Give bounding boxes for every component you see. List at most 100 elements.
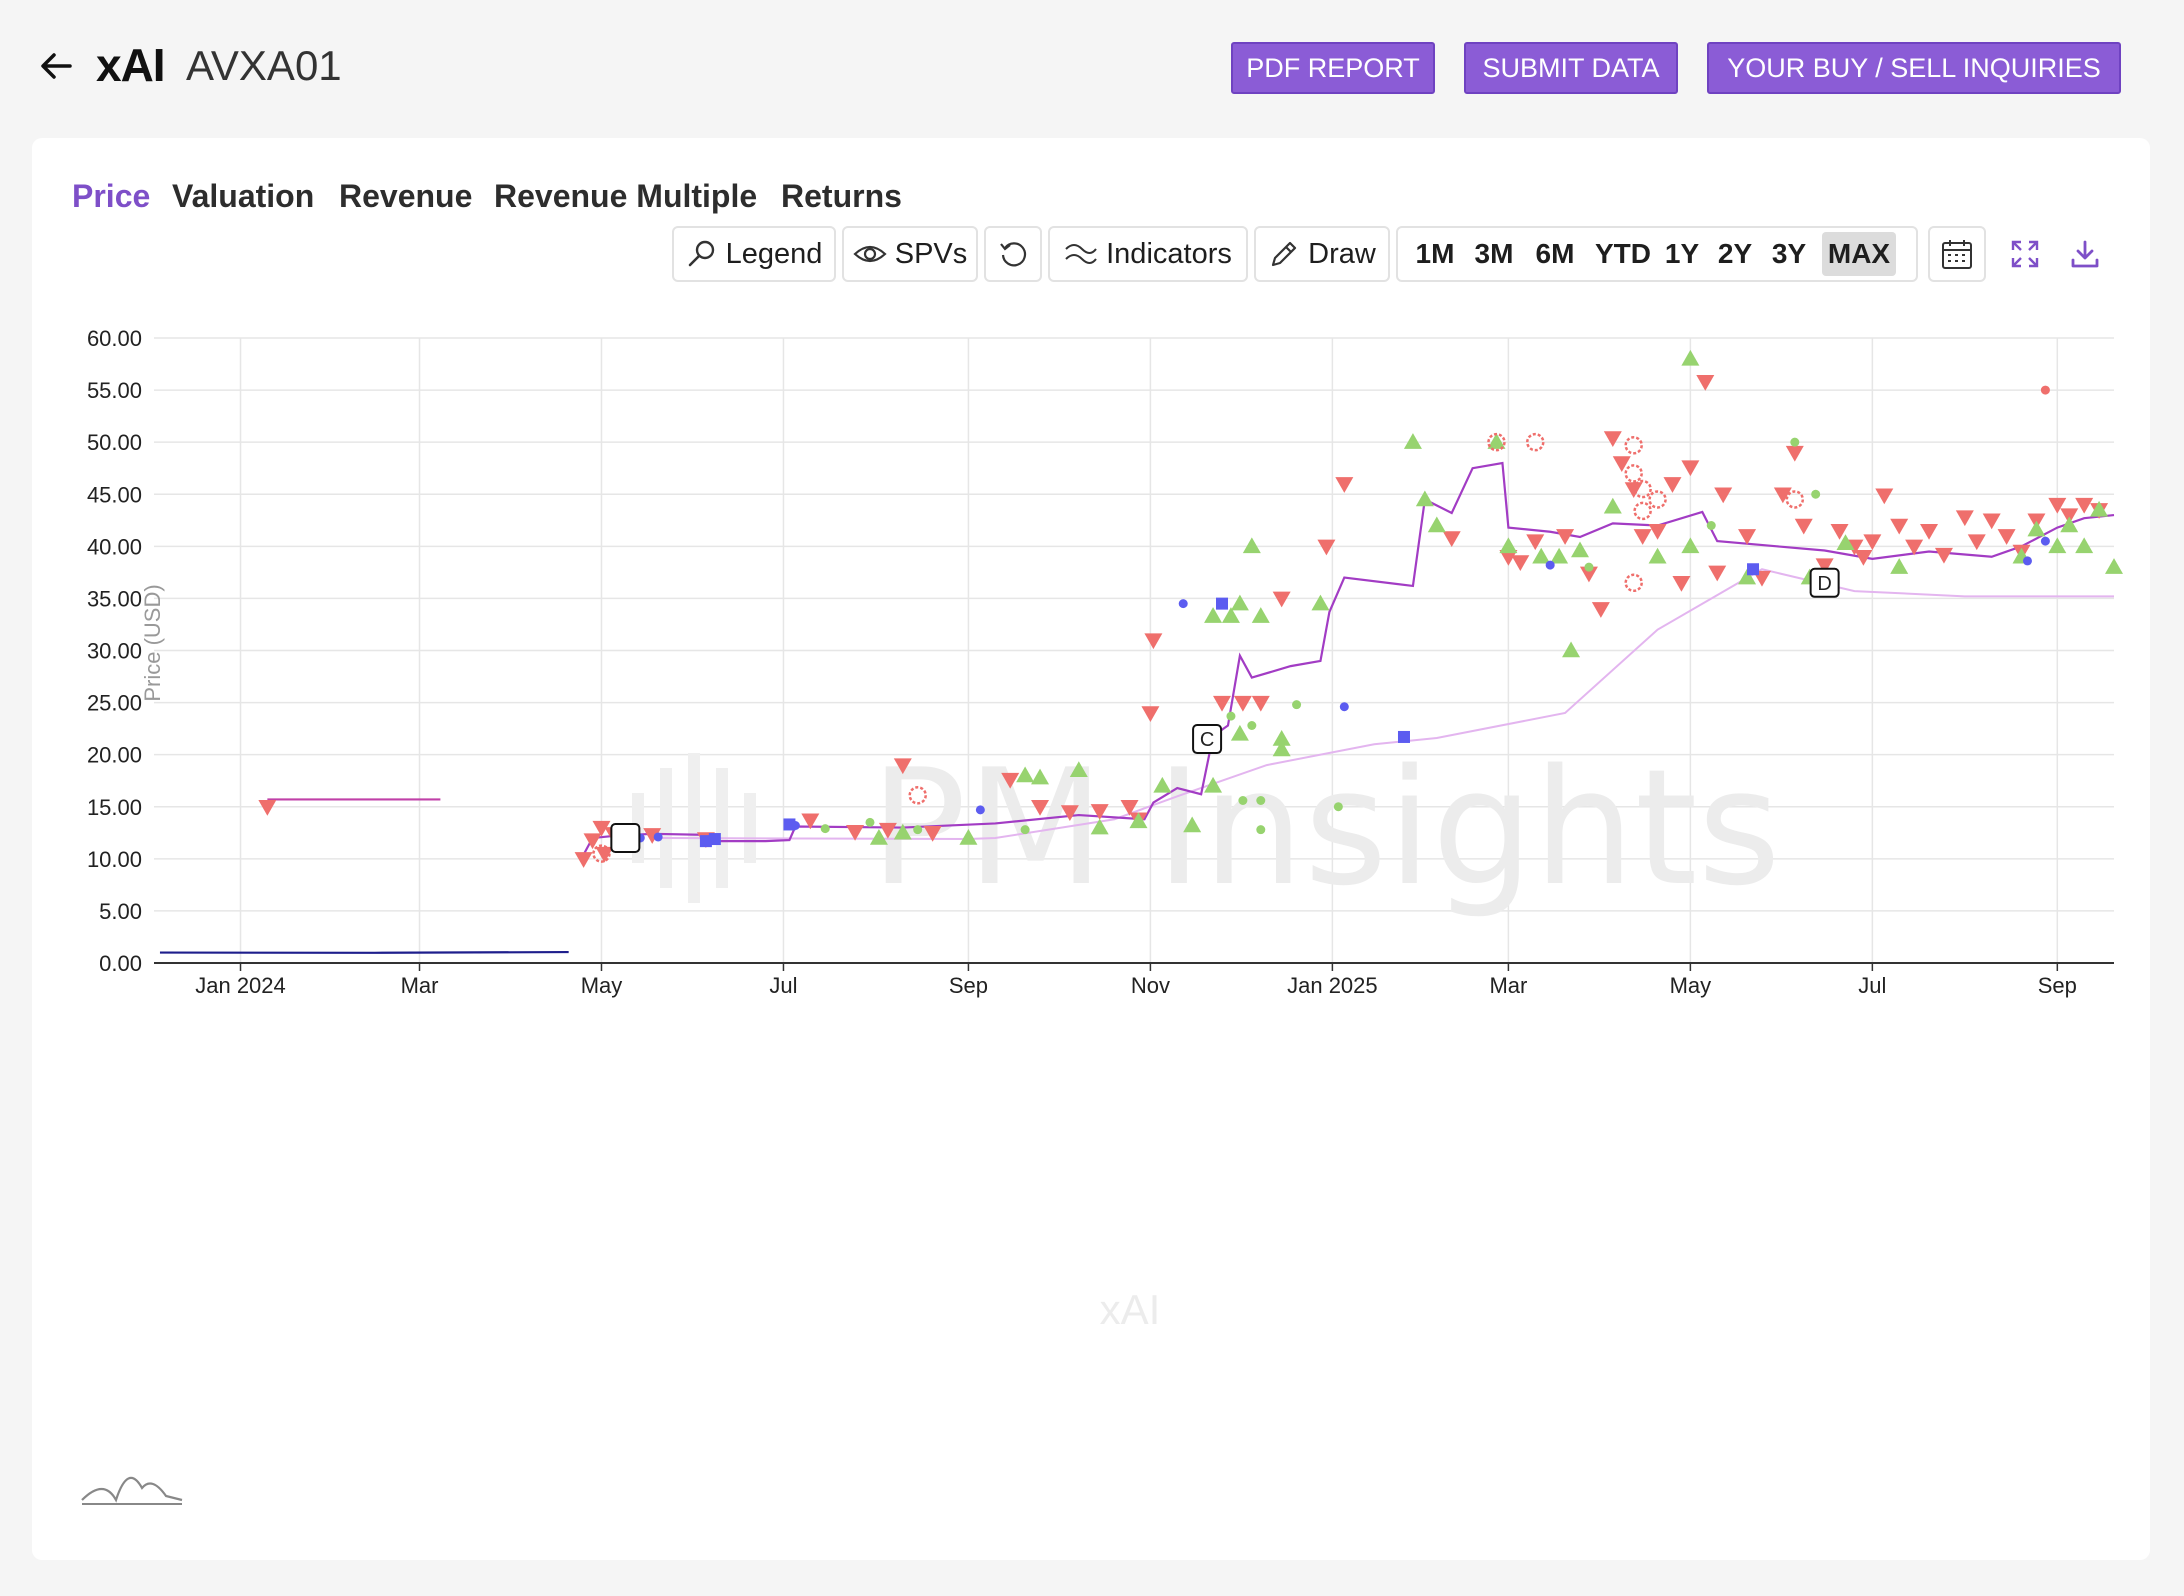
trade-dot xyxy=(975,805,985,815)
bid-marker xyxy=(1681,537,1700,554)
spvs-button[interactable]: SPVs xyxy=(842,226,978,282)
tab-valuation[interactable]: Valuation xyxy=(172,178,315,214)
download-button[interactable] xyxy=(2062,226,2108,282)
ask-burst-marker xyxy=(1525,432,1545,452)
watermark-logo xyxy=(632,753,756,903)
ask-marker xyxy=(1579,566,1598,583)
back-arrow-icon[interactable] xyxy=(36,46,76,86)
ask-marker xyxy=(878,822,897,839)
ticker-symbol: AVXA01 xyxy=(186,42,342,89)
tab-revenue-multiple[interactable]: Revenue Multiple xyxy=(494,178,758,214)
y-tick-label: 10.00 xyxy=(87,847,142,872)
range-2y[interactable]: 2Y xyxy=(1717,238,1753,269)
chart-card: Price Valuation Revenue Revenue Multiple… xyxy=(32,138,2150,1560)
trade-marker xyxy=(708,833,721,846)
tab-revenue[interactable]: Revenue xyxy=(339,178,473,214)
pdf-report-button[interactable]: PDF REPORT xyxy=(1231,42,1435,94)
y-tick-label: 55.00 xyxy=(87,378,142,403)
ask-marker xyxy=(1863,534,1882,551)
range-1m[interactable]: 1M xyxy=(1415,238,1455,269)
range-max[interactable]: MAX xyxy=(1822,232,1896,276)
ask-burst-marker xyxy=(908,786,927,805)
ask-marker xyxy=(1144,633,1163,650)
bid-marker xyxy=(1532,547,1551,564)
price-chart[interactable]: PM Insights 60.00 55.00 50.00 45.00 40.00 35.… xyxy=(32,138,2150,1560)
calendar-button[interactable] xyxy=(1928,226,1986,282)
y-tick-label: 40.00 xyxy=(87,534,142,559)
ask-marker xyxy=(1875,488,1894,505)
submit-data-button[interactable]: SUBMIT DATA xyxy=(1464,42,1678,94)
bid-marker xyxy=(1251,607,1270,623)
x-tick-label: Jul xyxy=(769,973,797,998)
ask-marker xyxy=(1920,523,1939,540)
y-tick-label: 30.00 xyxy=(87,639,142,664)
bid-dot xyxy=(1790,437,1800,447)
bid-marker xyxy=(1016,766,1035,783)
ask-burst-marker xyxy=(592,844,611,863)
bid-marker xyxy=(893,823,912,840)
bid-marker xyxy=(2090,500,2109,517)
x-tick-label: Jul xyxy=(1858,973,1886,998)
range-3m[interactable]: 3M xyxy=(1474,238,1514,269)
ask-marker xyxy=(574,852,593,868)
bid-dot xyxy=(1292,700,1302,710)
tab-returns[interactable]: Returns xyxy=(781,178,902,214)
series-line-price_line xyxy=(582,461,2115,856)
bid-dot xyxy=(1256,825,1266,835)
legend-label: Legend xyxy=(725,237,823,270)
bid-marker xyxy=(959,829,978,845)
watermark-bar xyxy=(688,753,700,903)
bid-marker xyxy=(1230,594,1249,611)
range-ytd[interactable]: YTD xyxy=(1595,238,1651,269)
range-1y[interactable]: 1Y xyxy=(1664,238,1700,269)
trade-dot xyxy=(790,821,800,830)
ask-marker xyxy=(1603,431,1622,447)
bid-marker xyxy=(1311,594,1330,611)
ask-burst-marker xyxy=(1487,432,1506,452)
bid-dot xyxy=(1811,489,1821,499)
navigator-thumbnail[interactable] xyxy=(81,1476,183,1505)
trade-dot xyxy=(1545,560,1555,570)
watermark-text: PM Insights xyxy=(870,734,1781,921)
watermark-bar xyxy=(744,793,756,863)
bid-marker xyxy=(1570,541,1589,558)
bid-marker xyxy=(1738,568,1757,585)
bid-dot xyxy=(1706,521,1716,530)
tab-price[interactable]: Price xyxy=(72,178,151,214)
event-marker-box xyxy=(1192,724,1223,755)
ask-marker xyxy=(1648,523,1667,540)
header-bar: xAI AVXA01 PDF REPORT SUBMIT DATA YOUR B… xyxy=(0,0,2184,130)
draw-button[interactable]: Draw xyxy=(1254,226,1390,282)
bid-dot xyxy=(865,817,875,827)
reset-button[interactable] xyxy=(984,226,1042,282)
ask-marker xyxy=(1708,565,1727,582)
bid-marker xyxy=(1221,607,1240,623)
ask-marker xyxy=(801,813,820,830)
ask-marker xyxy=(1233,695,1252,712)
ask-marker xyxy=(1120,800,1139,816)
fullscreen-button[interactable] xyxy=(2002,226,2048,282)
x-tick-label: Mar xyxy=(401,973,439,998)
ask-marker xyxy=(1696,375,1715,391)
ask-marker xyxy=(1905,539,1924,556)
x-tick-label: Jan 2025 xyxy=(1287,973,1378,998)
ask-burst-marker xyxy=(1624,436,1643,455)
ask-marker xyxy=(1672,576,1691,592)
legend-button[interactable]: Legend xyxy=(672,226,836,282)
ask-burst-marker xyxy=(1785,490,1805,509)
ask-marker xyxy=(1738,529,1757,545)
ask-marker xyxy=(1997,529,2016,545)
indicators-button[interactable]: Indicators xyxy=(1048,226,1248,282)
bid-marker xyxy=(1204,776,1223,793)
ask-marker xyxy=(923,826,942,842)
range-6m[interactable]: 6M xyxy=(1535,238,1575,269)
bid-marker xyxy=(1183,816,1202,833)
ask-marker xyxy=(1317,539,1336,556)
bid-dot xyxy=(1226,711,1236,721)
trade-dot xyxy=(1339,702,1349,712)
trade-marker xyxy=(1747,563,1760,576)
ask-marker xyxy=(1335,477,1354,493)
buy-sell-inquiries-button[interactable]: YOUR BUY / SELL INQUIRIES xyxy=(1707,42,2121,94)
ask-dot xyxy=(2040,385,2050,395)
range-3y[interactable]: 3Y xyxy=(1771,238,1807,269)
